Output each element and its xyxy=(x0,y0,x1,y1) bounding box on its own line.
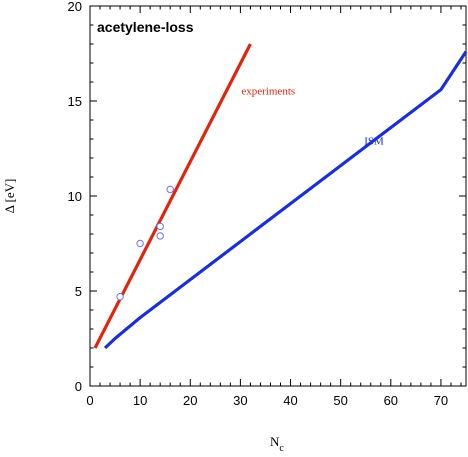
data-point xyxy=(156,222,164,231)
y-tick-label: 15 xyxy=(68,94,82,109)
plot-frame xyxy=(89,5,467,387)
x-tick-label: 70 xyxy=(434,393,448,408)
x-tick-label: 40 xyxy=(283,393,297,408)
x-tick-label: 20 xyxy=(183,393,197,408)
data-point xyxy=(116,293,124,301)
data-point xyxy=(156,232,164,240)
x-axis-label-subscript: c xyxy=(279,443,284,454)
experiments-line xyxy=(93,43,252,349)
chart-title: acetylene-loss xyxy=(97,19,194,35)
y-tick-label: 0 xyxy=(75,379,82,394)
x-axis-label: Nc xyxy=(270,434,284,454)
x-tick-label: 30 xyxy=(233,393,247,408)
series-layer: experiments ISM xyxy=(93,43,468,350)
tick-labels: 0 10 20 30 40 50 60 70 0 5 10 15 20 xyxy=(68,0,449,408)
x-tick-label: 0 xyxy=(86,393,93,408)
axis-ticks xyxy=(89,5,466,387)
x-tick-label: 50 xyxy=(333,393,347,408)
ism-line xyxy=(103,50,468,350)
series-label-ism: ISM xyxy=(364,136,384,148)
x-tick-label: 60 xyxy=(384,393,398,408)
data-point xyxy=(136,239,144,248)
y-tick-label: 5 xyxy=(75,284,82,299)
x-tick-label: 10 xyxy=(133,393,147,408)
y-axis-label: Δ [eV] xyxy=(2,179,17,214)
series-label-experiments: experiments xyxy=(241,85,295,97)
x-axis-label-main: N xyxy=(270,434,280,449)
plot-border xyxy=(89,5,467,387)
y-tick-label: 20 xyxy=(68,0,82,14)
y-tick-label: 10 xyxy=(68,189,82,204)
data-point xyxy=(166,185,174,194)
